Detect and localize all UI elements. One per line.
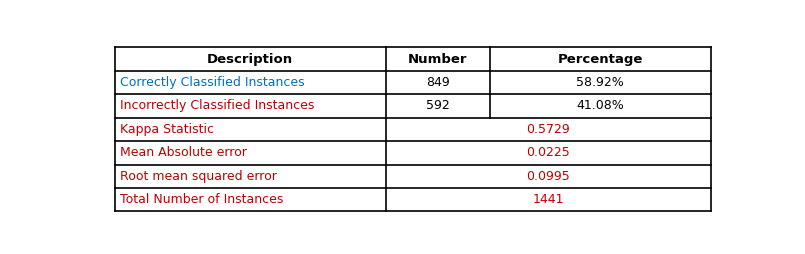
Text: Percentage: Percentage (558, 53, 643, 66)
Text: 0.0225: 0.0225 (526, 146, 570, 159)
Text: 592: 592 (426, 100, 450, 113)
Text: 1441: 1441 (532, 193, 564, 206)
Text: Number: Number (408, 53, 468, 66)
Text: Kappa Statistic: Kappa Statistic (120, 123, 213, 136)
Text: 0.0995: 0.0995 (526, 170, 570, 183)
Text: 849: 849 (426, 76, 450, 89)
Text: 0.5729: 0.5729 (526, 123, 570, 136)
Text: 41.08%: 41.08% (576, 100, 624, 113)
Text: Root mean squared error: Root mean squared error (120, 170, 276, 183)
Text: Correctly Classified Instances: Correctly Classified Instances (120, 76, 304, 89)
Text: Description: Description (207, 53, 293, 66)
Text: 58.92%: 58.92% (576, 76, 624, 89)
Text: Mean Absolute error: Mean Absolute error (120, 146, 246, 159)
Text: Total Number of Instances: Total Number of Instances (120, 193, 283, 206)
Text: Incorrectly Classified Instances: Incorrectly Classified Instances (120, 100, 314, 113)
